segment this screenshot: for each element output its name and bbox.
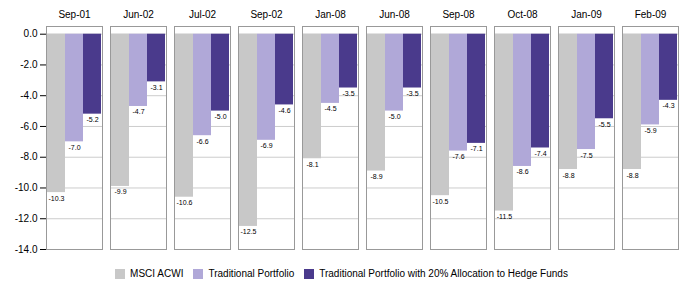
svg-text:-10.5: -10.5 <box>433 198 449 205</box>
svg-text:-8.0: -8.0 <box>20 151 38 162</box>
svg-text:Oct-08: Oct-08 <box>507 9 537 20</box>
svg-text:-4.7: -4.7 <box>132 108 144 115</box>
svg-text:-12.5: -12.5 <box>241 228 257 235</box>
svg-text:-5.0: -5.0 <box>214 113 226 120</box>
svg-text:-8.8: -8.8 <box>562 171 574 178</box>
html-text:Traditional Portfolio: Traditional Portfolio <box>208 268 295 279</box>
svg-text:Feb-09: Feb-09 <box>635 9 667 20</box>
svg-text:-9.9: -9.9 <box>114 188 126 195</box>
svg-text:-4.3: -4.3 <box>662 102 674 109</box>
svg-text:-6.0: -6.0 <box>20 121 38 132</box>
svg-text:Jun-08: Jun-08 <box>379 9 410 20</box>
svg-text:-8.6: -8.6 <box>516 168 528 175</box>
svg-text:-7.4: -7.4 <box>534 150 546 157</box>
svg-text:-7.6: -7.6 <box>452 153 464 160</box>
svg-text:-10.6: -10.6 <box>177 199 193 206</box>
svg-text:-7.5: -7.5 <box>580 152 592 159</box>
html-text:Traditional Portfolio with 20%: Traditional Portfolio with 20% Allocatio… <box>319 268 568 279</box>
svg-text:-5.2: -5.2 <box>86 116 98 123</box>
svg-text:-8.8: -8.8 <box>626 171 638 178</box>
svg-text:-14.0: -14.0 <box>15 244 38 255</box>
svg-text:-6.9: -6.9 <box>260 142 272 149</box>
svg-text:Sep-01: Sep-01 <box>58 9 91 20</box>
svg-text:Jan-09: Jan-09 <box>571 9 602 20</box>
svg-text:-10.3: -10.3 <box>49 195 65 202</box>
svg-text:-2.0: -2.0 <box>20 59 38 70</box>
svg-text:-5.5: -5.5 <box>598 121 610 128</box>
svg-text:-8.1: -8.1 <box>306 161 318 168</box>
svg-text:-7.1: -7.1 <box>470 145 482 152</box>
html-text:MSCI ACWI: MSCI ACWI <box>130 268 184 279</box>
svg-text:-4.0: -4.0 <box>20 90 38 101</box>
svg-text:-3.5: -3.5 <box>342 90 354 97</box>
svg-text:-4.5: -4.5 <box>324 105 336 112</box>
svg-text:-12.0: -12.0 <box>15 213 38 224</box>
svg-text:-3.5: -3.5 <box>406 90 418 97</box>
svg-text:Sep-02: Sep-02 <box>250 9 283 20</box>
svg-text:-5.9: -5.9 <box>644 127 656 134</box>
svg-text:Sep-08: Sep-08 <box>442 9 475 20</box>
svg-text:-11.5: -11.5 <box>497 213 513 220</box>
svg-text:-7.0: -7.0 <box>68 144 80 151</box>
svg-text:Jun-02: Jun-02 <box>123 9 154 20</box>
svg-text:Jan-08: Jan-08 <box>315 9 346 20</box>
svg-text:-3.1: -3.1 <box>150 84 162 91</box>
svg-text:-4.6: -4.6 <box>278 107 290 114</box>
svg-text:0.0: 0.0 <box>24 28 38 39</box>
svg-text:-8.9: -8.9 <box>370 173 382 180</box>
svg-text:-5.0: -5.0 <box>388 113 400 120</box>
svg-text:Jul-02: Jul-02 <box>189 9 217 20</box>
svg-text:-10.0: -10.0 <box>15 182 38 193</box>
svg-text:-6.6: -6.6 <box>196 138 208 145</box>
